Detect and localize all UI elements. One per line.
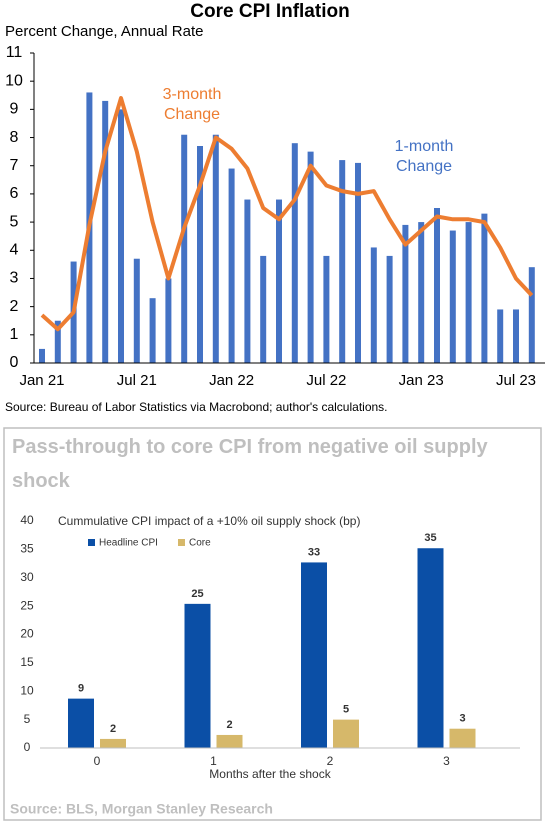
legend-label: Headline CPI [99,538,158,549]
bar [54,320,61,363]
y-tick-label: 40 [20,513,34,527]
data-label: 2 [110,723,116,735]
bar [301,562,327,748]
bar [418,222,425,363]
y-tick-label: 0 [24,740,31,754]
bar [197,146,203,363]
y-tick-label: 5 [10,213,19,230]
bar [184,603,211,748]
y-tick-label: 25 [20,598,34,612]
y-tick-label: 10 [5,72,23,89]
x-tick-label: 1 [210,754,217,768]
bar [528,267,535,363]
source: Source: BLS, Morgan Stanley Research [10,801,273,817]
bar [68,698,94,748]
legend-swatch [178,539,185,546]
bar [39,348,45,363]
series-label: 1-month Change [394,138,454,175]
bar [291,143,298,363]
chart-subtitle: Cummulative CPI impact of a +10% oil sup… [58,514,360,528]
x-tick-label: Jul 23 [496,372,536,389]
bar [497,309,504,363]
data-label: 33 [308,546,320,558]
bar [449,728,476,748]
bar [260,255,267,363]
bar [370,247,377,363]
bar [307,151,314,363]
bar [133,258,140,363]
data-label: 9 [78,683,84,695]
y-tick-label: 5 [24,712,31,726]
bar [323,255,330,363]
x-tick-label: 3 [443,754,450,768]
y-tick-label: 0 [10,354,19,371]
panel-border [3,427,542,821]
y-tick-label: 11 [6,44,23,61]
y-tick-label: 8 [10,129,19,146]
y-tick-label: 20 [20,627,34,641]
bar [417,548,444,748]
chart-title: Core CPI Inflation [190,1,349,22]
line [40,96,534,332]
source: Source: Bureau of Labor Statistics via M… [5,400,388,414]
bar [449,230,456,363]
y-tick-label: 35 [20,542,34,556]
bar [434,208,440,363]
bar [181,134,188,363]
x-tick-label: 2 [327,754,334,768]
bar [402,224,409,363]
bar [244,199,251,363]
data-label: 2 [226,719,232,731]
y-tick-label: 3 [10,270,19,287]
bar [386,255,393,363]
bar [333,719,359,748]
data-label: 3 [459,713,465,725]
bar [102,100,109,363]
x-tick-label: Jul 21 [117,372,157,389]
bar [149,298,156,363]
bar [513,309,519,363]
legend-swatch [88,539,95,546]
data-label: 5 [343,704,349,716]
y-tick-label: 4 [10,241,19,258]
bar [118,109,124,363]
x-tick-label: Jan 21 [19,372,64,389]
bar [228,168,235,363]
data-label: 25 [191,588,203,600]
bar [276,199,282,363]
y-tick-label: 30 [20,570,34,584]
y-tick-label: 7 [10,157,19,174]
y-tick-label: 1 [10,326,19,343]
y-tick-label: 2 [10,298,19,315]
x-tick-label: 0 [94,754,101,768]
legend-label: Core [189,538,211,549]
bar [212,134,219,363]
series-label: 3-month Change [162,86,222,123]
x-tick-label: Jan 22 [209,372,254,389]
data-label: 35 [424,532,436,544]
bar [165,278,172,363]
bar [216,734,243,748]
y-tick-label: 10 [20,683,34,697]
chart-subtitle: Percent Change, Annual Rate [5,23,203,40]
bar [355,162,361,363]
bar [100,738,126,748]
chart-title: Pass-through to core CPI from negative o… [12,436,488,492]
x-axis-label: Months after the shock [209,767,331,781]
y-tick-label: 9 [10,101,19,118]
bar [465,222,472,363]
bar [339,160,346,363]
x-tick-label: Jul 22 [306,372,346,389]
y-tick-label: 6 [10,185,19,202]
x-tick-label: Jan 23 [399,372,444,389]
bar [481,213,488,363]
y-tick-label: 15 [20,655,34,669]
